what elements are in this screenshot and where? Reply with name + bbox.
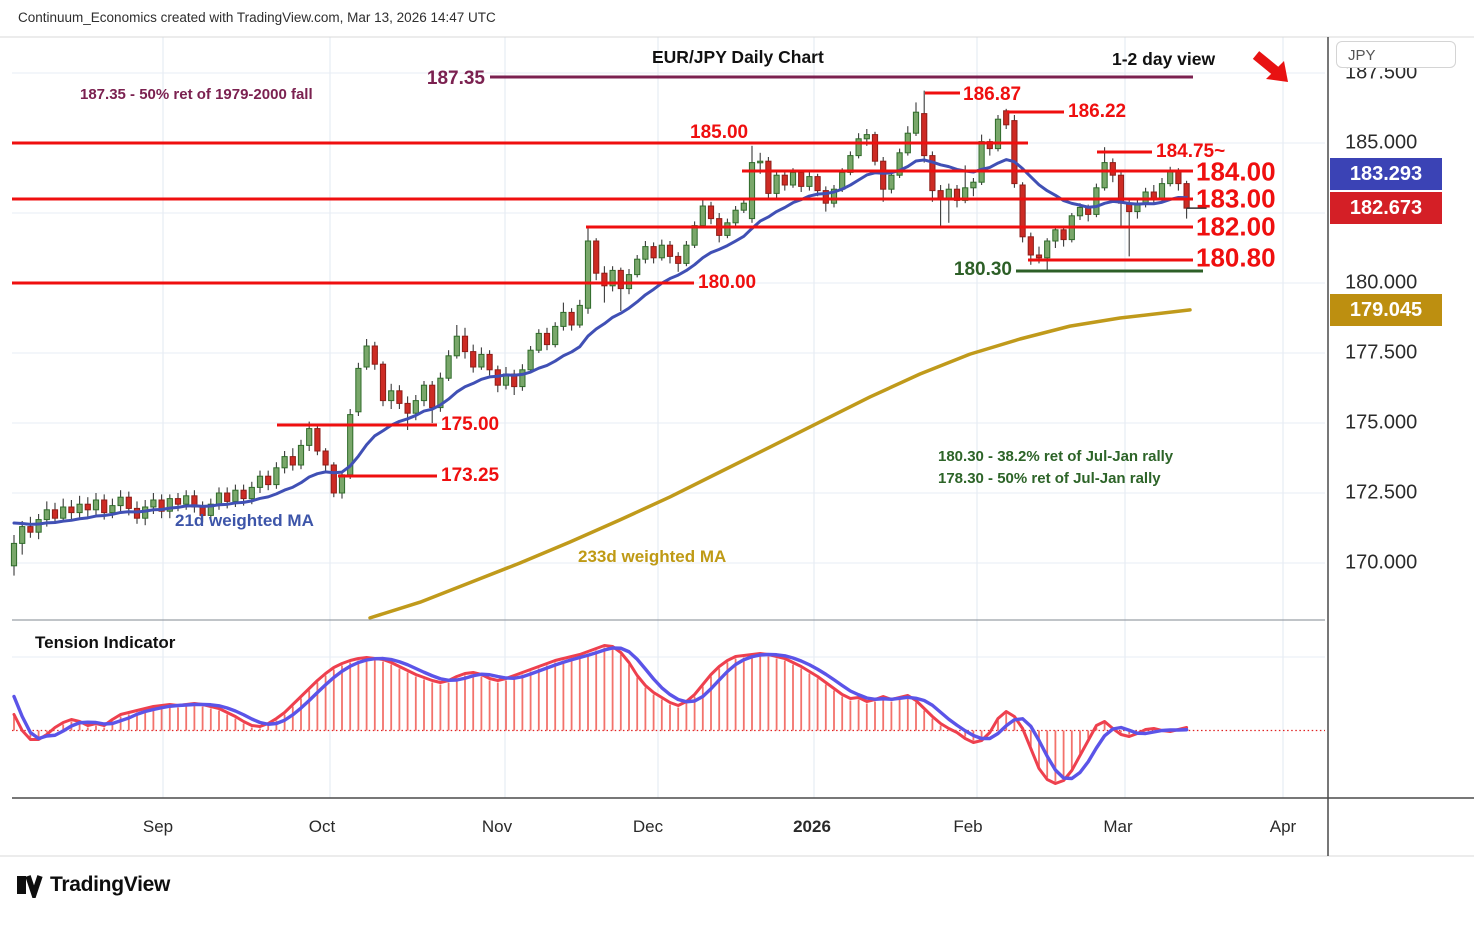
level-label-185.00: 185.00 [690, 122, 749, 143]
currency-axis-button[interactable]: JPY [1336, 41, 1456, 68]
y-axis-label-175.000[interactable]: 175.000 [1345, 411, 1418, 434]
x-axis-label-Nov[interactable]: Nov [481, 817, 513, 836]
x-axis-label-Sep[interactable]: Sep [142, 817, 174, 836]
ma21-line [12, 158, 1189, 526]
level-label-186.22: 186.22 [1068, 101, 1127, 122]
y-axis-label-172.500[interactable]: 172.500 [1345, 481, 1418, 504]
chart-title: EUR/JPY Daily Chart [652, 47, 824, 67]
level-label-173.25: 173.25 [441, 465, 500, 486]
y-axis-label-180.000[interactable]: 180.000 [1345, 271, 1418, 294]
level-label-180.00: 180.00 [698, 272, 757, 293]
level-label-184.00: 184.00 [1196, 156, 1276, 187]
x-axis-label-Mar[interactable]: Mar [1103, 817, 1133, 836]
level-label-182.00: 182.00 [1196, 211, 1276, 242]
tradingview-mark-icon [17, 875, 43, 898]
price-badge-182.673: 182.673 [1330, 192, 1442, 224]
tradingview-logo[interactable]: TradingView [16, 872, 170, 898]
ma233-label: 233d weighted MA [578, 547, 727, 566]
x-axis-label-Feb[interactable]: Feb [953, 817, 983, 836]
credit-text: Continuum_Economics created with Trading… [18, 10, 496, 25]
x-axis-label-Dec[interactable]: Dec [632, 817, 664, 836]
level-label-186.87: 186.87 [963, 84, 1022, 105]
y-axis-label-185.000[interactable]: 185.000 [1345, 131, 1418, 154]
tension-indicator-label: Tension Indicator [35, 633, 176, 652]
x-axis-label-Oct[interactable]: Oct [308, 817, 336, 836]
retracement-note-1: 180.30 - 38.2% ret of Jul-Jan rally [938, 448, 1174, 465]
arrow-down-right-icon [1251, 50, 1293, 93]
x-axis-label-2026[interactable]: 2026 [793, 817, 831, 836]
price-badge-183.293: 183.293 [1330, 158, 1442, 190]
y-axis-label-170.000[interactable]: 170.000 [1345, 551, 1418, 574]
ma21-label: 21d weighted MA [175, 511, 314, 530]
view-note: 1-2 day view [1112, 49, 1216, 69]
tradingview-wordmark: TradingView [50, 873, 171, 896]
y-axis-label-177.500[interactable]: 177.500 [1345, 341, 1418, 364]
tension-red-line [12, 644, 1189, 785]
level-label-180.30: 180.30 [953, 259, 1012, 280]
retracement-note-2: 178.30 - 50% ret of Jul-Jan rally [938, 470, 1161, 487]
price-badge-179.045: 179.045 [1330, 294, 1442, 326]
candles-layer [10, 90, 1190, 576]
level-label-180.80: 180.80 [1196, 242, 1276, 273]
x-axis-label-Apr[interactable]: Apr [1269, 817, 1297, 836]
tension-blue-line [12, 646, 1189, 781]
ma233-line [368, 308, 1192, 620]
fib-note-purple: 187.35 - 50% ret of 1979-2000 fall [80, 86, 313, 103]
level-label-184.75~: 184.75~ [1156, 141, 1226, 162]
level-label-183.00: 183.00 [1196, 183, 1276, 214]
level-label-187.35: 187.35 [426, 68, 485, 89]
level-label-175.00: 175.00 [441, 414, 500, 435]
